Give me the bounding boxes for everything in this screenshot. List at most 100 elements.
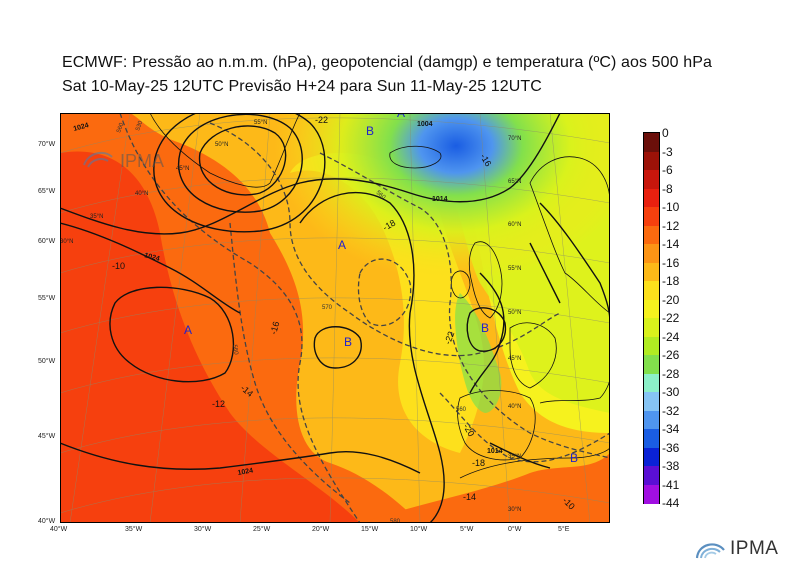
africa-coast: [459, 447, 610, 479]
lon-label: 40°W: [50, 526, 68, 533]
logo-arc-icon: [695, 543, 725, 559]
isobar-label: 1004: [417, 121, 433, 128]
high-west-ring: [109, 286, 235, 383]
lon-label: 5°W: [460, 526, 474, 533]
center-label: A: [184, 323, 192, 337]
legend-label: -3: [662, 144, 673, 159]
center-label: B: [344, 335, 352, 349]
legend-swatch: [644, 410, 659, 430]
low-iceland-ring-2: [177, 113, 303, 213]
legend-swatch: [644, 318, 659, 337]
legend-swatch: [644, 188, 659, 208]
ipma-logo: [695, 543, 725, 559]
legend-swatch: [644, 244, 659, 263]
legend-swatch: [644, 447, 659, 467]
iceland-coast: [389, 145, 442, 169]
legend-label: -10: [662, 200, 680, 214]
legend-label: -30: [662, 385, 680, 399]
grid-label: 50°N: [215, 142, 228, 148]
france-coast: [509, 322, 557, 389]
low-iceland-ring-1: [198, 125, 287, 196]
legend-swatch: [644, 262, 659, 282]
grid-label: 60°N: [508, 222, 521, 228]
geo-label: 560: [375, 190, 387, 201]
grid-label: 35°N: [90, 214, 103, 220]
isobar-ridge: [299, 191, 445, 523]
geo-label: 530: [135, 120, 144, 132]
legend-swatch: [644, 429, 659, 448]
legend-label: -6: [662, 163, 673, 177]
legend-swatch: [644, 281, 659, 300]
lon-label: 5°E: [558, 526, 570, 533]
map-frame: [60, 113, 610, 523]
legend-label: -22: [662, 311, 680, 325]
isobar-label: 1024: [143, 252, 160, 263]
isobar-scandinavia: [529, 242, 561, 304]
legend-label: -8: [662, 181, 673, 196]
grid-label: 40°N: [508, 404, 521, 410]
map-subtitle: Sat 10-May-25 12UTC Previsão H+24 para S…: [62, 78, 542, 95]
center-label: B: [366, 124, 374, 138]
legend-label: -38: [662, 459, 680, 473]
map-title: ECMWF: Pressão ao n.m.m. (hPa), geopoten…: [62, 54, 712, 71]
legend-label: -28: [662, 366, 680, 381]
temp-label: -22: [442, 330, 456, 346]
legend-swatch: [644, 355, 659, 374]
center-label: A: [338, 238, 346, 252]
isobar-1024-south: [60, 442, 421, 474]
british-isles-coast: [468, 241, 503, 319]
mediterranean-coast: [539, 377, 610, 404]
legend-label: -34: [662, 422, 680, 436]
legend-swatch: [644, 225, 659, 245]
legend-label: -24: [662, 329, 680, 344]
legend-swatch: [644, 484, 659, 504]
graticule: [60, 113, 610, 523]
grid-label: 65°N: [508, 179, 521, 185]
isobar-label: 1024: [237, 467, 254, 477]
lon-label: 35°W: [125, 526, 143, 533]
lat-label: 60°W: [38, 238, 56, 245]
legend-swatch: [644, 170, 659, 189]
geopotential-contours: [119, 113, 610, 523]
legend-label: -16: [662, 255, 680, 270]
ipma-logo-text: IPMA: [730, 538, 779, 559]
legend-label: -32: [662, 403, 680, 418]
grid-label: 55°N: [508, 266, 521, 272]
lon-label: 20°W: [312, 526, 330, 533]
watermark-arc-icon: [83, 151, 113, 166]
grid-label: 30°N: [60, 239, 73, 245]
lat-label: 70°W: [38, 141, 56, 148]
legend-swatch: [644, 299, 659, 319]
center-label: B: [570, 451, 578, 465]
legend-label: -12: [662, 218, 680, 233]
low-iceland-ring-3: [153, 113, 326, 233]
lat-label: 50°W: [38, 358, 56, 365]
grid-label: 70°N: [508, 136, 521, 142]
legend-swatch: [644, 133, 659, 152]
temp-label: -16: [268, 320, 281, 335]
isobar-label: 1024: [73, 122, 90, 133]
legend-label: -20: [662, 292, 680, 307]
legend-label: -41: [662, 477, 680, 492]
geo-label: 560: [456, 407, 467, 413]
grid-label: 55°N: [254, 120, 267, 126]
watermark-text: IPMA: [120, 151, 164, 171]
lon-label: 15°W: [361, 526, 379, 533]
legend-label: 0: [662, 126, 669, 140]
low-france-ring: [466, 307, 507, 352]
temp-label: -12: [212, 399, 225, 409]
center-label: A: [397, 113, 405, 120]
lat-label: 45°W: [38, 433, 56, 440]
color-legend: [643, 132, 660, 504]
lat-label: 40°W: [38, 518, 56, 525]
legend-label: -44: [662, 496, 680, 510]
grid-label: 40°N: [135, 191, 148, 197]
legend-swatch: [644, 207, 659, 226]
grid-label: 50°N: [508, 310, 521, 316]
geo-label: 560: [231, 344, 239, 356]
lon-label: 10°W: [410, 526, 428, 533]
lon-label: 25°W: [253, 526, 271, 533]
isobar-label: 1014: [487, 448, 503, 455]
legend-swatch: [644, 336, 659, 356]
grid-label: 30°N: [508, 507, 521, 513]
